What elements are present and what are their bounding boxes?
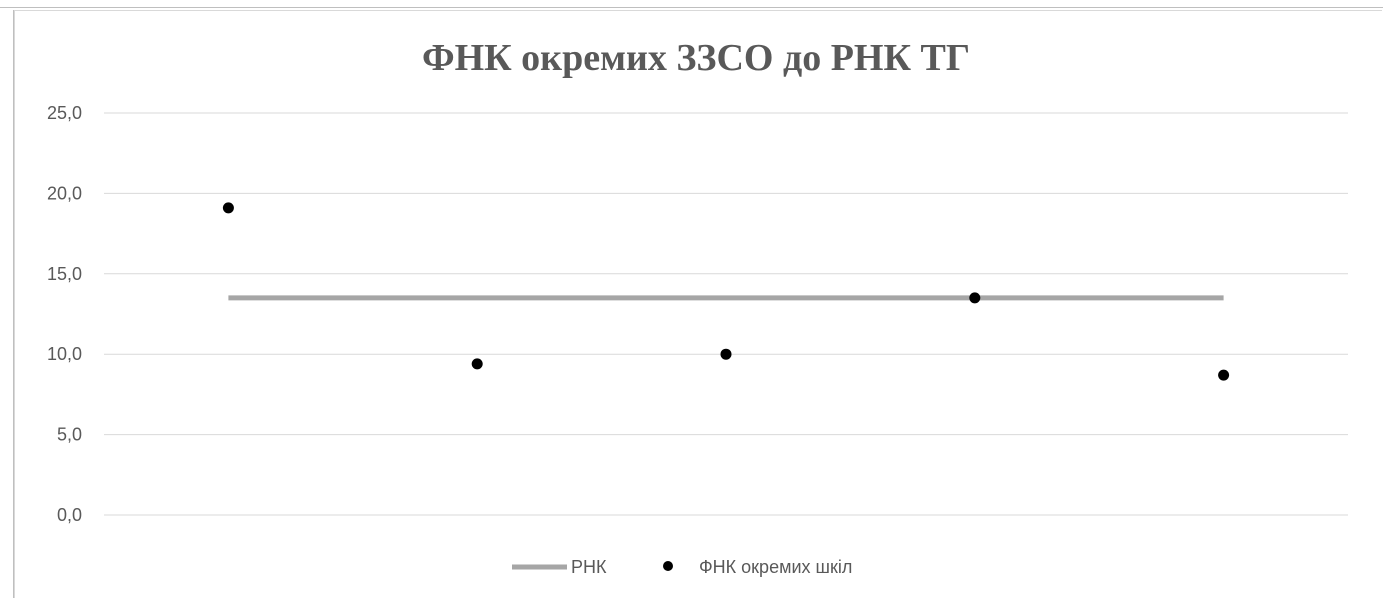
y-tick-label: 15,0: [47, 264, 82, 284]
fnk-school-point: [720, 348, 732, 360]
y-tick-label: 20,0: [47, 183, 82, 203]
series-fnk-schools: [222, 202, 1230, 381]
gridlines: [104, 112, 1348, 516]
legend-label-rnk: РНК: [571, 557, 607, 577]
chart-area[interactable]: [14, 10, 1382, 598]
y-axis-ticks: 0,0 5,0 10,0 15,0 20,0 25,0: [47, 103, 82, 525]
fnk-school-point: [969, 292, 981, 304]
y-tick-label: 0,0: [57, 505, 82, 525]
fnk-school-point: [222, 202, 234, 214]
outer-frame-top: [0, 0, 1383, 8]
legend: РНК ФНК окремих шкіл: [512, 557, 852, 577]
chart-title: ФНК окремих ЗЗСО до РНК ТГ: [422, 37, 970, 79]
left-cell-edge: [0, 10, 14, 598]
y-tick-label: 25,0: [47, 103, 82, 123]
fnk-school-point: [1218, 369, 1230, 381]
legend-marker-swatch: [663, 561, 673, 571]
fnk-school-point: [471, 358, 483, 370]
legend-label-fnk: ФНК окремих шкіл: [699, 557, 852, 577]
y-tick-label: 10,0: [47, 344, 82, 364]
y-tick-label: 5,0: [57, 425, 82, 445]
